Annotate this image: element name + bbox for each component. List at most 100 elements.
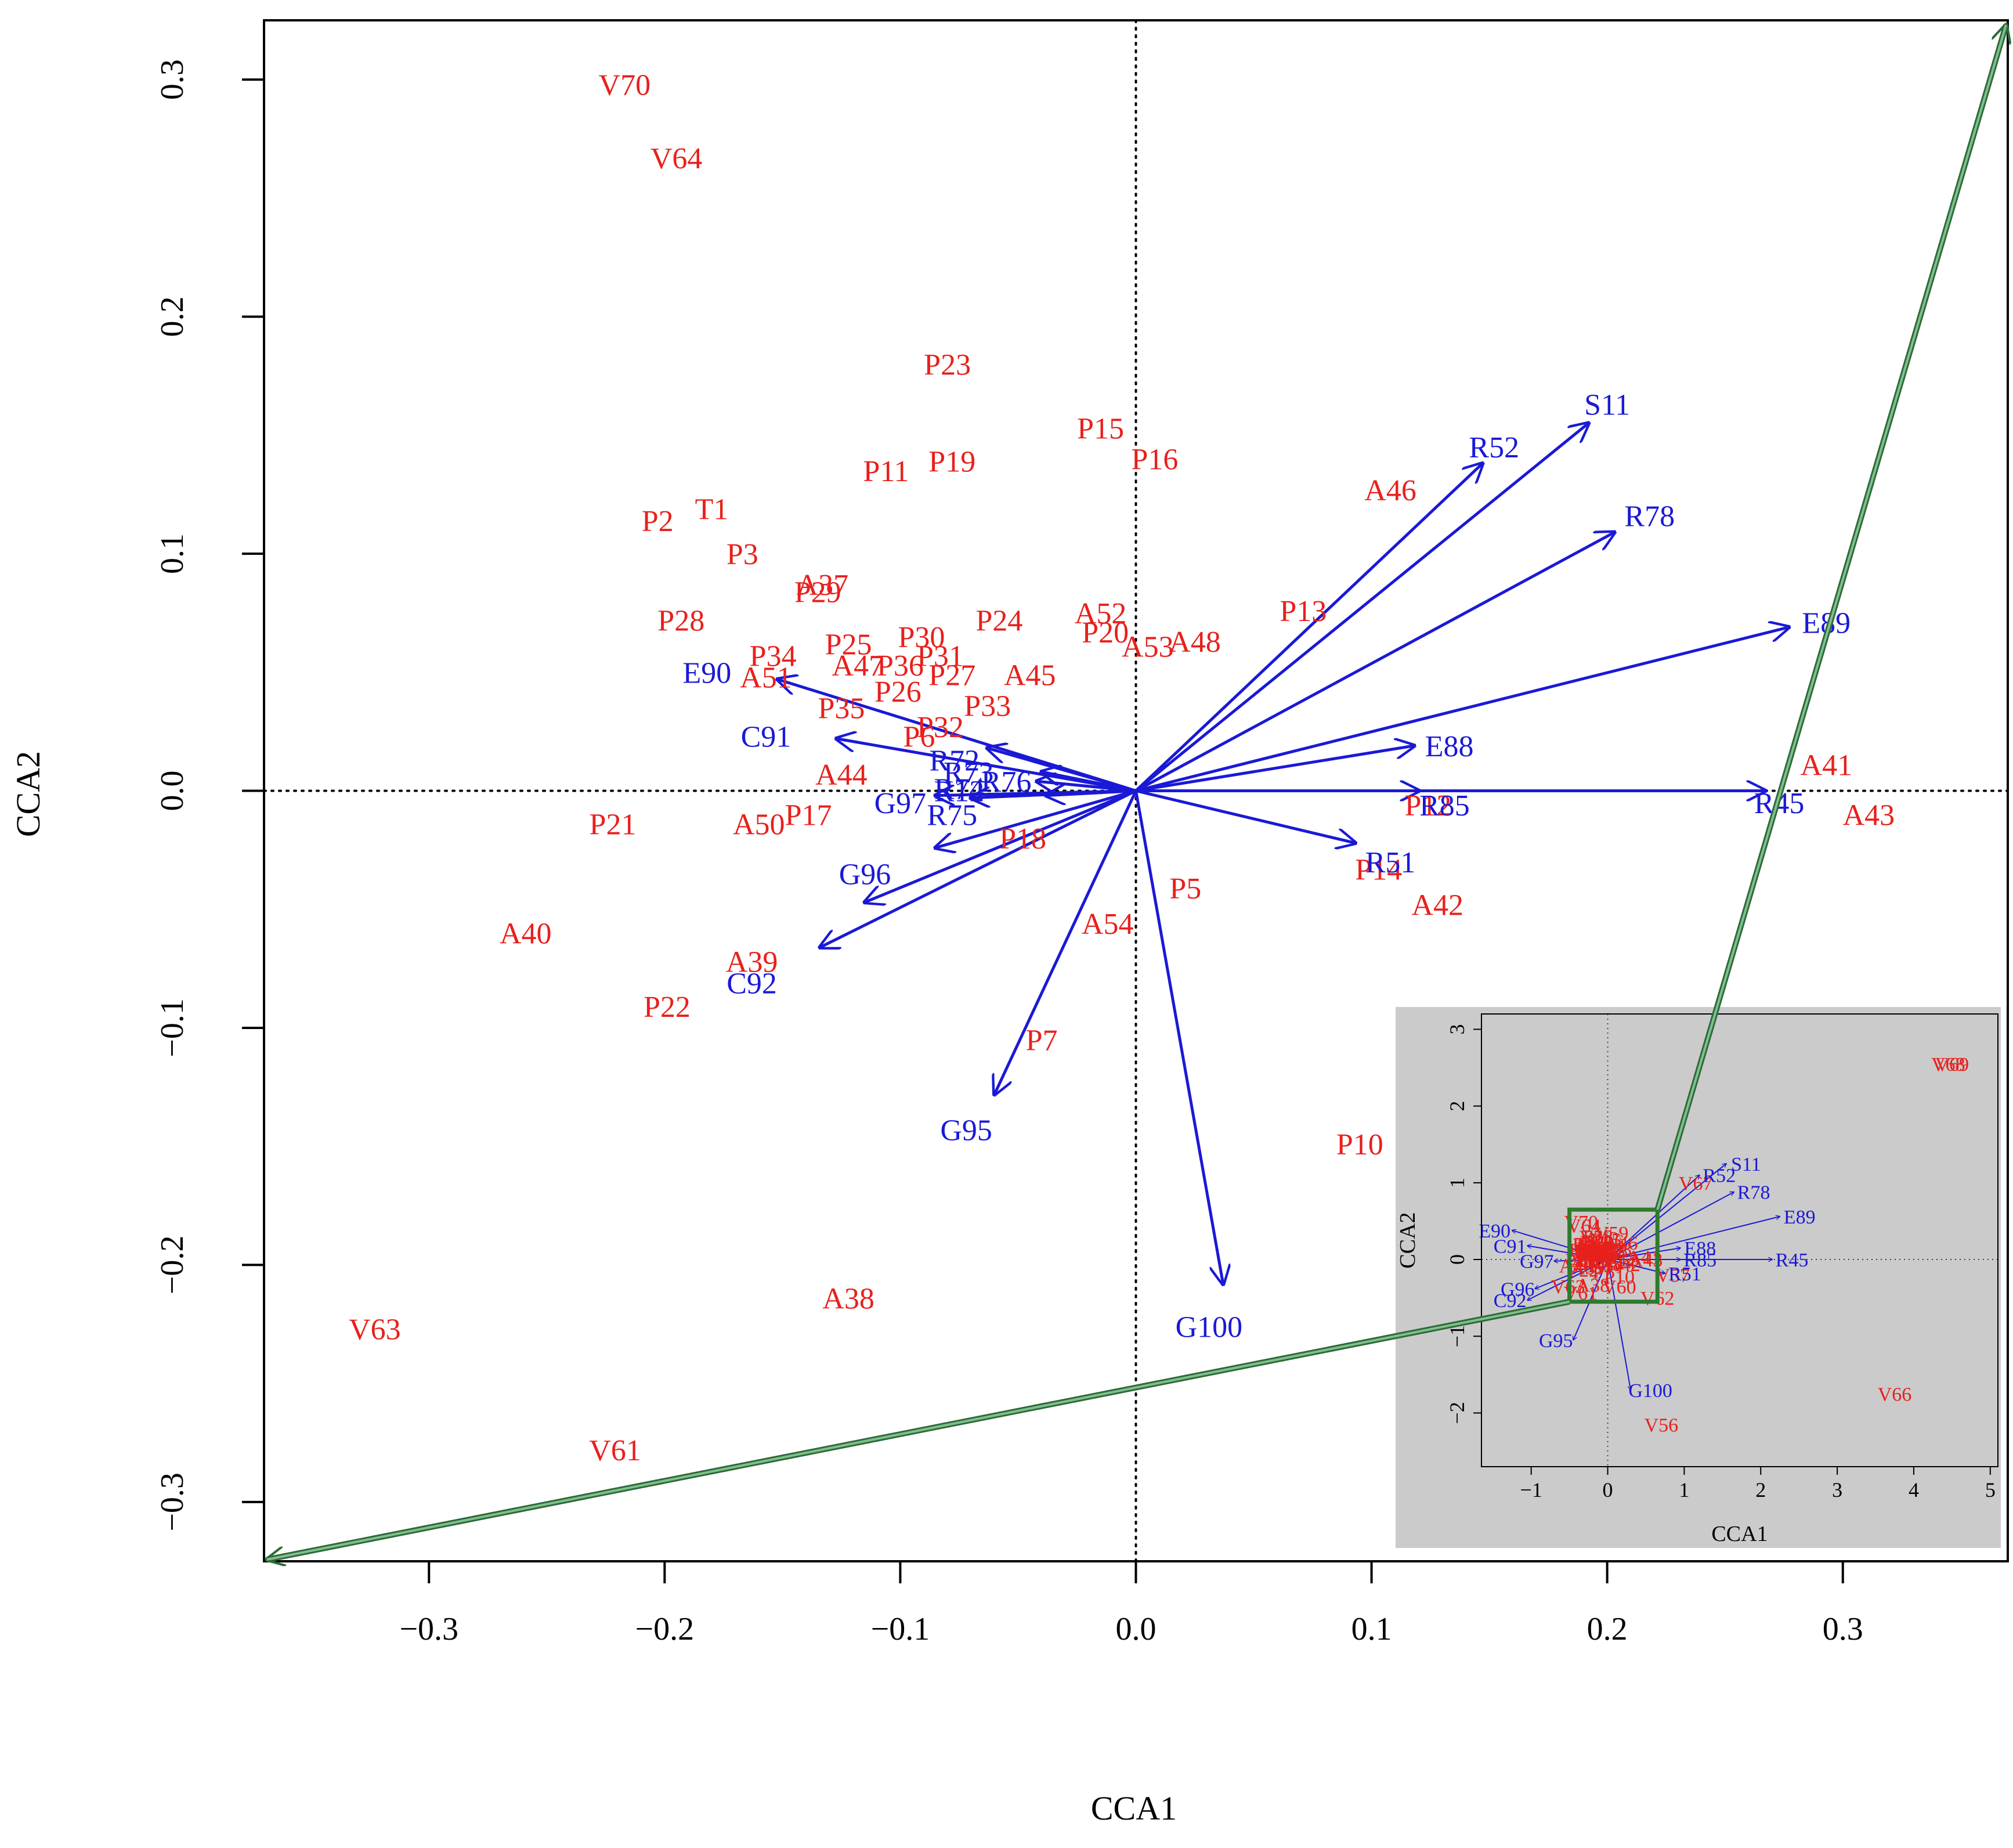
inset-cloud-site: A50 (1571, 1250, 1606, 1272)
variable-arrow-e88 (1136, 746, 1414, 792)
inset-variable-label-g100: G100 (1628, 1380, 1672, 1402)
inset-cloud-site: P31 (1582, 1241, 1613, 1263)
inset-variable-label-g96: G96 (1501, 1279, 1535, 1300)
site-label-p30: P30 (898, 621, 945, 654)
site-label-a47: A47 (832, 649, 884, 683)
inset-y-tick-label: 1 (1445, 1178, 1469, 1188)
site-label-p21: P21 (590, 808, 637, 842)
inset-site-label-v67: V67 (1679, 1173, 1713, 1194)
variable-labels: S11R52R78E89E88R45R85R51G100G95C92G96E90… (683, 389, 1851, 1344)
inset-cloud-site: P17 (1575, 1250, 1606, 1271)
site-label-p25: P25 (825, 628, 872, 661)
y-tick-label: −0.1 (154, 998, 190, 1057)
inset-cloud-site: V64 (1567, 1216, 1601, 1237)
site-label-p20: P20 (1082, 616, 1129, 649)
site-label-a44: A44 (815, 759, 868, 792)
inset-cloud-site: P22 (1568, 1259, 1599, 1281)
site-label-v70: V70 (599, 68, 651, 102)
inset-site-label-v57: V57 (1656, 1265, 1690, 1286)
inset-cloud-site: A46 (1604, 1233, 1638, 1254)
site-label-p19: P19 (928, 446, 975, 479)
inset-cloud-site: P18 (1586, 1251, 1617, 1272)
site-label-p6: P6 (903, 721, 935, 754)
inset-frame (1481, 1013, 1998, 1467)
site-label-a40: A40 (500, 918, 552, 951)
site-label-a41: A41 (1801, 749, 1853, 782)
x-tick-label: 0.2 (1587, 1611, 1628, 1647)
inset-cloud-site: P25 (1577, 1241, 1608, 1262)
inset-arrow-r52 (1607, 1175, 1700, 1260)
inset-y-tick-label: 3 (1445, 1024, 1469, 1034)
inset-cloud-site: A52 (1589, 1239, 1623, 1261)
site-label-a46: A46 (1364, 474, 1416, 507)
y-tick-label: 0.2 (154, 297, 190, 337)
variable-label-r52: R52 (1469, 431, 1519, 464)
y-tick-label: −0.3 (154, 1472, 190, 1532)
y-tick-label: 0.0 (154, 771, 190, 811)
site-label-p12: P12 (1405, 789, 1452, 822)
inset-cloud-site: P10 (1604, 1267, 1635, 1288)
inset-variable-arrows (1512, 1164, 1780, 1390)
variable-arrow-r74 (1037, 781, 1136, 791)
site-label-a42: A42 (1412, 889, 1464, 922)
inset-variable-label-g97: G97 (1520, 1251, 1554, 1273)
site-label-p5: P5 (1169, 872, 1201, 905)
axes: −0.3 −0.2 −0.1 0.0 0.1 0.2 0.3 −0.3 −0.2 −0.1 0.0 0… (154, 19, 2009, 1647)
site-label-a53: A53 (1122, 630, 1174, 663)
variable-label-g97: G97 (874, 787, 927, 820)
variable-label-g96: G96 (839, 858, 891, 891)
inset-cloud-site: A37 (1574, 1238, 1609, 1259)
variable-label-c91: C91 (741, 721, 792, 754)
site-label-v63: V63 (349, 1313, 401, 1347)
variable-arrow-g100 (1134, 791, 1223, 1284)
inset-cloud-site: A40 (1559, 1256, 1593, 1277)
inset-axes: −1 0 1 2 3 4 5 −2 −1 0 1 2 3 CCA1 CCA2 (1396, 1013, 1998, 1546)
inset-site-label-v68: V68 (1931, 1054, 1965, 1075)
y-tick-label: 0.3 (154, 59, 190, 100)
zoom-connector-top-right-inner (1656, 24, 2007, 1210)
inset-reference-lines (1481, 1014, 1998, 1467)
variable-label-g100: G100 (1176, 1311, 1243, 1344)
inset-arrow-e89 (1607, 1217, 1780, 1261)
variable-label-g95: G95 (940, 1114, 992, 1147)
site-label-p31: P31 (917, 640, 964, 673)
inset-cloud-site: A45 (1585, 1243, 1620, 1264)
site-label-p36: P36 (877, 649, 924, 683)
variable-label-r76: R76 (981, 766, 1032, 799)
inset-y-axis-title: CCA2 (1396, 1212, 1420, 1268)
inset-cloud-site: A39 (1571, 1257, 1605, 1279)
inset-cloud-site: P24 (1585, 1240, 1616, 1261)
variable-arrow-r52 (1134, 464, 1483, 792)
inset-cloud-site: P28 (1569, 1240, 1599, 1261)
variable-label-e88: E88 (1425, 730, 1474, 763)
x-axis-title: CCA1 (1091, 1789, 1177, 1827)
inset-variable-label-e88: E88 (1684, 1238, 1716, 1259)
inset-arrow-g100 (1607, 1259, 1631, 1390)
inset-x-tick-label: 5 (1985, 1478, 1996, 1502)
variable-arrows (778, 423, 1788, 1284)
site-label-v64: V64 (650, 142, 703, 175)
inset-site-label-v56: V56 (1645, 1414, 1679, 1436)
y-tick-label: 0.1 (154, 533, 190, 574)
x-tick-label: −0.2 (635, 1611, 695, 1647)
inset-variable-label-c91: C91 (1494, 1236, 1527, 1257)
inset-cloud-site: P14 (1605, 1253, 1636, 1274)
x-tick-label: 0.3 (1823, 1611, 1863, 1647)
inset-x-axis-title: CCA1 (1711, 1522, 1768, 1546)
inset-y-tick-label: −1 (1445, 1325, 1469, 1347)
inset-x-tick-label: 3 (1832, 1478, 1842, 1502)
inset-site-label-v59: V59 (1595, 1223, 1629, 1244)
variable-arrow-r78 (1135, 532, 1614, 792)
inset-arrow-s11 (1607, 1164, 1726, 1260)
site-label-a50: A50 (733, 808, 785, 842)
site-label-p3: P3 (727, 538, 758, 571)
site-label-p32: P32 (917, 711, 964, 744)
site-label-p26: P26 (874, 676, 921, 709)
site-label-p24: P24 (976, 604, 1023, 637)
inset-arrow-g97 (1554, 1259, 1608, 1261)
inset-x-tick-label: 4 (1909, 1478, 1919, 1502)
zoom-box (1567, 1207, 1660, 1304)
x-tick-label: 0.0 (1116, 1611, 1157, 1647)
